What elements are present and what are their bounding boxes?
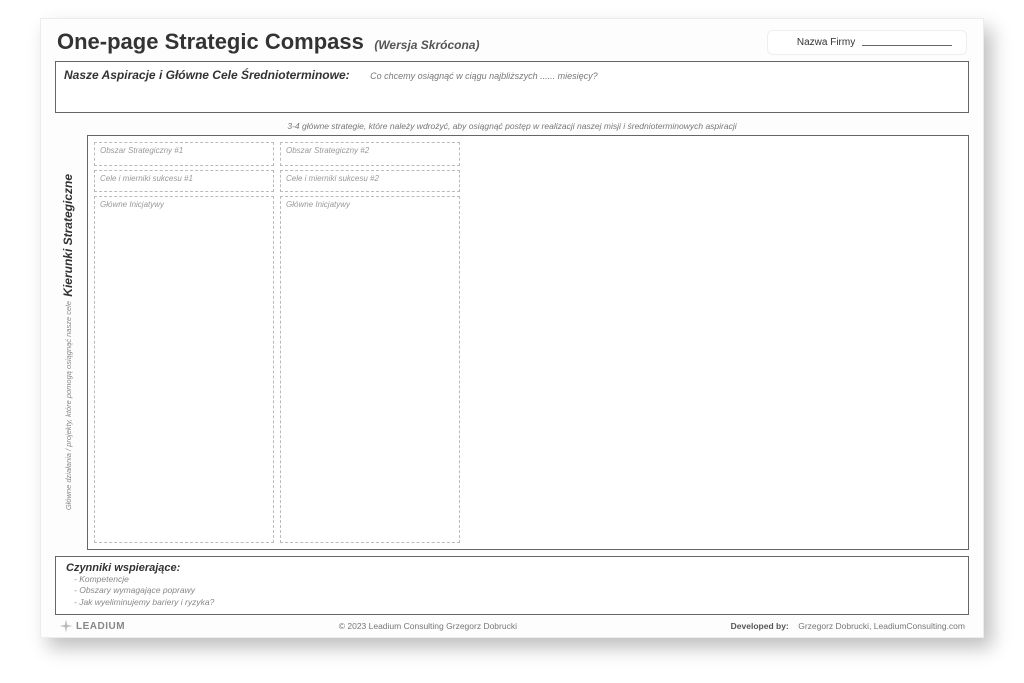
support-item: Obszary wymagające poprawy [74,585,958,596]
initiatives-cell[interactable]: Główne Inicjatywy [94,196,274,543]
supporting-factors-box[interactable]: Czynniki wspierające: Kompetencje Obszar… [55,556,969,615]
developed-value: Grzegorz Dobrucki, LeadiumConsulting.com [798,621,965,631]
header: One-page Strategic Compass (Wersja Skróc… [55,25,969,61]
area-cell[interactable]: Obszar Strategiczny #2 [280,142,460,166]
support-item: Kompetencje [74,574,958,585]
company-name-label: Nazwa Firmy [797,37,855,48]
supporting-factors-label: Czynniki wspierające: [66,562,958,574]
strategic-column-1: Obszar Strategiczny #1 Cele i mierniki s… [94,142,274,543]
aspirations-hint: Co chcemy osiągnąć w ciągu najbliższych … [370,71,598,81]
page-title: One-page Strategic Compass [57,29,364,54]
page-subtitle: (Wersja Skrócona) [374,38,479,52]
area-cell[interactable]: Obszar Strategiczny #1 [94,142,274,166]
strategic-body: Kierunki Strategiczne Główne działania /… [55,135,969,550]
initiatives-cell[interactable]: Główne Inicjatywy [280,196,460,543]
compass-icon [59,619,73,633]
developed-by: Developed by: Grzegorz Dobrucki, Leadium… [731,621,965,631]
company-name-blank [862,38,952,46]
copyright-text: © 2023 Leadium Consulting Grzegorz Dobru… [339,621,517,631]
title-block: One-page Strategic Compass (Wersja Skróc… [57,29,479,55]
sidebar-subtitle: Główne działania / projekty, które pomog… [64,301,73,510]
sidebar-title: Kierunki Strategiczne [61,174,75,297]
metrics-cell[interactable]: Cele i mierniki sukcesu #2 [280,170,460,192]
logo-text: LEADIUM [76,621,125,632]
metrics-cell[interactable]: Cele i mierniki sukcesu #1 [94,170,274,192]
developed-label: Developed by: [731,621,789,631]
sidebar-labels: Kierunki Strategiczne Główne działania /… [55,135,81,550]
support-item: Jak wyeliminujemy bariery i ryzyka? [74,597,958,608]
footer: LEADIUM © 2023 Leadium Consulting Grzego… [55,615,969,633]
supporting-factors-list: Kompetencje Obszary wymagające poprawy J… [66,574,958,608]
aspirations-box[interactable]: Nasze Aspiracje i Główne Cele Średnioter… [55,61,969,113]
strategic-grid: Obszar Strategiczny #1 Cele i mierniki s… [87,135,969,550]
logo: LEADIUM [59,619,125,633]
strategies-caption: 3-4 główne strategie, które należy wdroż… [55,117,969,135]
company-name-field[interactable]: Nazwa Firmy [767,30,967,55]
worksheet-sheet: One-page Strategic Compass (Wersja Skróc… [40,18,984,638]
strategic-column-2: Obszar Strategiczny #2 Cele i mierniki s… [280,142,460,543]
aspirations-label: Nasze Aspiracje i Główne Cele Średnioter… [64,68,350,82]
